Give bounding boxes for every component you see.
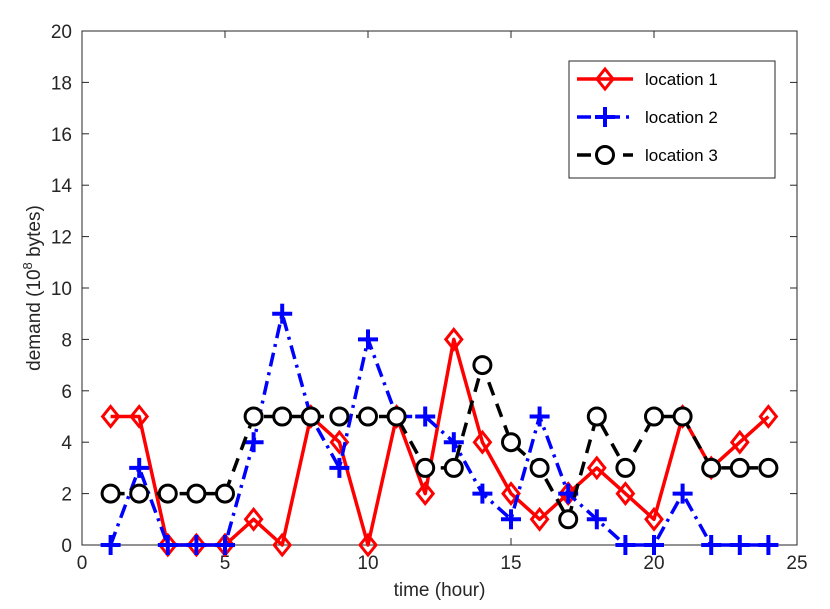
series-3-point — [529, 457, 550, 478]
y-tick-label: 2 — [61, 485, 72, 506]
series-2-point — [243, 432, 264, 453]
series-3-point — [701, 457, 722, 478]
legend-label: location 3 — [645, 146, 718, 165]
series-2-point — [358, 329, 378, 350]
x-tick-label: 20 — [643, 553, 664, 574]
legend-label: location 2 — [645, 108, 718, 127]
x-axis-label: time (hour) — [394, 580, 486, 601]
series-2-point — [186, 535, 207, 555]
series-3-point — [729, 457, 750, 478]
series-2-point — [586, 509, 607, 530]
legend-item-3: location 3 — [577, 145, 718, 165]
series-2-point — [157, 535, 178, 555]
series-1-point — [472, 429, 493, 455]
series-3-point — [443, 457, 464, 478]
series-2-point — [529, 406, 550, 427]
series-2-point — [729, 535, 750, 555]
series-2-point — [215, 535, 235, 555]
series-1-point — [729, 429, 750, 455]
series-1-point — [586, 455, 607, 481]
y-axis-label-exponent: 8 — [20, 262, 35, 269]
x-tick-label: 15 — [500, 553, 521, 574]
series-3-point — [415, 457, 436, 478]
series-layer — [100, 303, 779, 558]
y-tick-label: 10 — [51, 279, 72, 300]
series-1-point — [243, 506, 264, 532]
series-3-point — [243, 406, 264, 427]
y-tick-label: 16 — [51, 125, 72, 146]
series-2-point — [443, 432, 464, 453]
y-tick-label: 0 — [61, 536, 72, 557]
y-tick-label: 18 — [51, 73, 72, 94]
series-1-point — [358, 532, 378, 558]
axis-ticks: 0 5 10 15 20 25 0 2 4 6 8 10 12 14 16 18 20 — [51, 22, 808, 574]
series-2-point — [100, 535, 121, 555]
legend-item-1: location 1 — [577, 66, 718, 92]
y-tick-label: 6 — [61, 382, 72, 403]
series-3-point — [300, 406, 321, 427]
series-3-point — [329, 406, 350, 427]
series-3-point — [472, 355, 493, 376]
series-1-point — [129, 404, 150, 429]
series-3-point — [558, 509, 579, 530]
series-1-point — [501, 481, 521, 507]
series-1-point — [644, 506, 664, 532]
series-1-point — [100, 404, 121, 429]
x-tick-label: 25 — [786, 553, 807, 574]
series-3-point — [157, 483, 178, 504]
series-3-point — [186, 483, 207, 504]
y-tick-label: 4 — [61, 433, 72, 454]
series-2-point — [644, 535, 664, 555]
series-2-point — [672, 483, 693, 504]
series-3 — [100, 355, 779, 530]
x-tick-label: 0 — [77, 553, 88, 574]
legend-item-2: location 2 — [577, 107, 718, 127]
series-2-point — [272, 303, 293, 324]
x-tick-label: 5 — [220, 553, 231, 574]
series-3-point — [215, 483, 235, 504]
series-3-point — [758, 457, 779, 478]
series-2-point — [758, 535, 779, 555]
series-3-point — [358, 406, 378, 427]
series-1-point — [329, 429, 350, 455]
series-2-point — [129, 457, 150, 478]
y-axis-label-tail: bytes) — [24, 205, 45, 262]
series-1-point — [615, 481, 636, 507]
y-axis-label: demand (108 bytes) — [20, 205, 45, 371]
series-1-point — [529, 506, 550, 532]
series-1-point — [758, 404, 779, 429]
series-3-point — [615, 457, 636, 478]
series-1-point — [272, 532, 293, 558]
x-tick-label: 10 — [357, 553, 378, 574]
series-3-point — [386, 406, 407, 427]
y-tick-label: 8 — [61, 330, 72, 351]
series-2-point — [615, 535, 636, 555]
series-3-point — [586, 406, 607, 427]
y-axis-label-main: demand (10 — [24, 269, 45, 370]
series-3-point — [272, 406, 293, 427]
series-2-point — [415, 406, 436, 427]
y-tick-label: 20 — [51, 22, 72, 43]
series-3-point — [100, 483, 121, 504]
legend-marker — [595, 107, 615, 127]
series-1-point — [415, 481, 436, 507]
series-3-point — [129, 483, 150, 504]
legend-marker — [595, 145, 615, 165]
series-3-point — [501, 432, 521, 453]
series-2-point — [472, 483, 493, 504]
y-tick-label: 12 — [51, 228, 72, 249]
y-tick-label: 14 — [51, 176, 73, 197]
legend-marker — [595, 66, 615, 92]
legend: location 1 location 2 location 3 — [568, 60, 776, 179]
series-2-point — [501, 509, 521, 530]
series-1-point — [443, 326, 464, 352]
series-3-point — [672, 406, 693, 427]
series-3-point — [644, 406, 664, 427]
legend-label: location 1 — [645, 70, 718, 89]
series-2-point — [329, 457, 350, 478]
series-2-point — [701, 535, 722, 555]
